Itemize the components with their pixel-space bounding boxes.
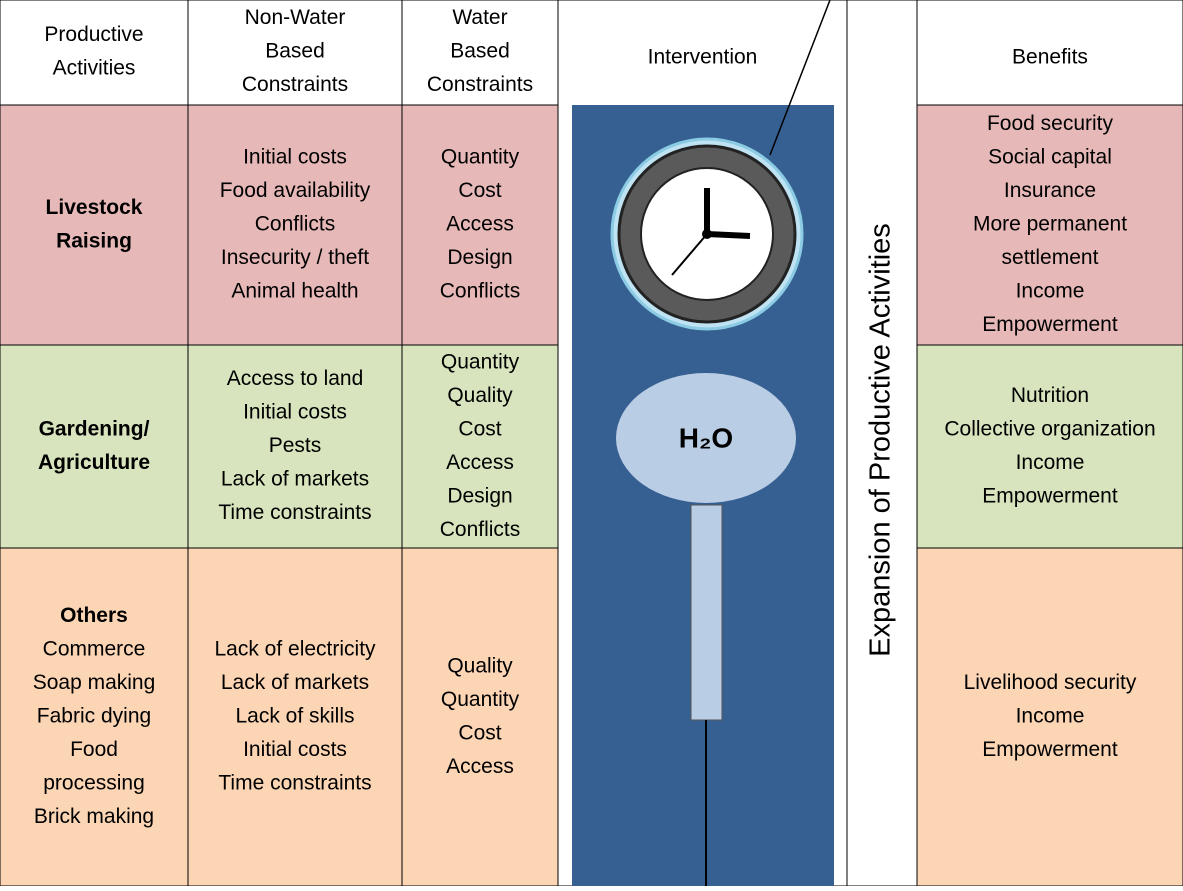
benefit: Insurance <box>1004 179 1096 202</box>
activity-label: processing <box>43 772 145 795</box>
water-constraint: Quality <box>447 654 513 677</box>
water-constraint: Access <box>446 451 514 474</box>
benefit: Empowerment <box>982 313 1118 336</box>
non-water-constraint: Initial costs <box>243 401 347 424</box>
non-water-constraint: Conflicts <box>255 213 336 236</box>
benefit: Income <box>1016 705 1085 728</box>
activity-label: Agriculture <box>38 451 150 474</box>
cell <box>917 345 1183 548</box>
benefit: More permanent <box>973 213 1127 236</box>
header-label: Constraints <box>242 73 348 96</box>
header-label: Non-Water <box>245 6 346 29</box>
benefit: Empowerment <box>982 738 1118 761</box>
benefit: Nutrition <box>1011 384 1089 407</box>
activity-label: Livestock <box>46 196 143 219</box>
non-water-constraint: Time constraints <box>218 501 371 524</box>
non-water-constraint: Lack of electricity <box>214 638 376 661</box>
water-constraint: Quality <box>447 384 513 407</box>
benefit: Income <box>1016 280 1085 303</box>
benefit: Social capital <box>988 146 1112 169</box>
activity-label: Brick making <box>34 805 154 828</box>
water-constraint: Access <box>446 213 514 236</box>
activity-label: Raising <box>56 229 132 252</box>
cell <box>0 345 188 548</box>
non-water-constraint: Initial costs <box>243 146 347 169</box>
clock <box>612 139 802 329</box>
vertical-label: Expansion of Productive Activities <box>865 223 897 657</box>
water-constraint: Conflicts <box>440 280 521 303</box>
cell <box>0 0 188 105</box>
h2o-label: H₂O <box>679 422 733 453</box>
water-constraint: Design <box>447 246 512 269</box>
header-label: Intervention <box>648 46 758 69</box>
non-water-constraint: Animal health <box>231 280 358 303</box>
activity-label: Commerce <box>43 638 146 661</box>
water-pipe <box>691 505 722 720</box>
benefit: Livelihood security <box>964 671 1137 694</box>
cell <box>402 548 558 886</box>
activity-label: Fabric dying <box>37 705 151 728</box>
diagram: H₂O Expansion of Productive Activities P… <box>0 0 1183 886</box>
water-constraint: Cost <box>458 417 501 440</box>
header-label: Activities <box>53 56 136 79</box>
header-label: Based <box>450 40 510 63</box>
non-water-constraint: Access to land <box>227 367 364 390</box>
water-constraint: Quantity <box>441 688 520 711</box>
activity-label: Others <box>60 604 128 627</box>
activity-label: Gardening/ <box>39 417 150 440</box>
non-water-constraint: Pests <box>269 434 322 457</box>
non-water-constraint: Lack of markets <box>221 468 369 491</box>
water-constraint: Quantity <box>441 146 520 169</box>
benefit: Empowerment <box>982 484 1118 507</box>
cell <box>0 105 188 345</box>
header-label: Constraints <box>427 73 533 96</box>
non-water-constraint: Insecurity / theft <box>221 246 369 269</box>
activity-label: Food <box>70 738 118 761</box>
non-water-constraint: Time constraints <box>218 772 371 795</box>
non-water-constraint: Lack of markets <box>221 671 369 694</box>
benefit: settlement <box>1002 246 1099 269</box>
header-label: Productive <box>44 23 143 46</box>
header-label: Benefits <box>1012 46 1088 69</box>
non-water-constraint: Food availability <box>220 179 371 202</box>
benefit: Income <box>1016 451 1085 474</box>
water-constraint: Quantity <box>441 350 520 373</box>
benefit: Collective organization <box>944 417 1155 440</box>
water-constraint: Cost <box>458 179 501 202</box>
header-label: Based <box>265 40 325 63</box>
water-constraint: Conflicts <box>440 518 521 541</box>
non-water-constraint: Lack of skills <box>235 705 354 728</box>
non-water-constraint: Initial costs <box>243 738 347 761</box>
water-constraint: Cost <box>458 721 501 744</box>
water-constraint: Design <box>447 484 512 507</box>
header-label: Water <box>452 6 507 29</box>
benefit: Food security <box>987 112 1114 135</box>
water-constraint: Access <box>446 755 514 778</box>
activity-label: Soap making <box>33 671 156 694</box>
